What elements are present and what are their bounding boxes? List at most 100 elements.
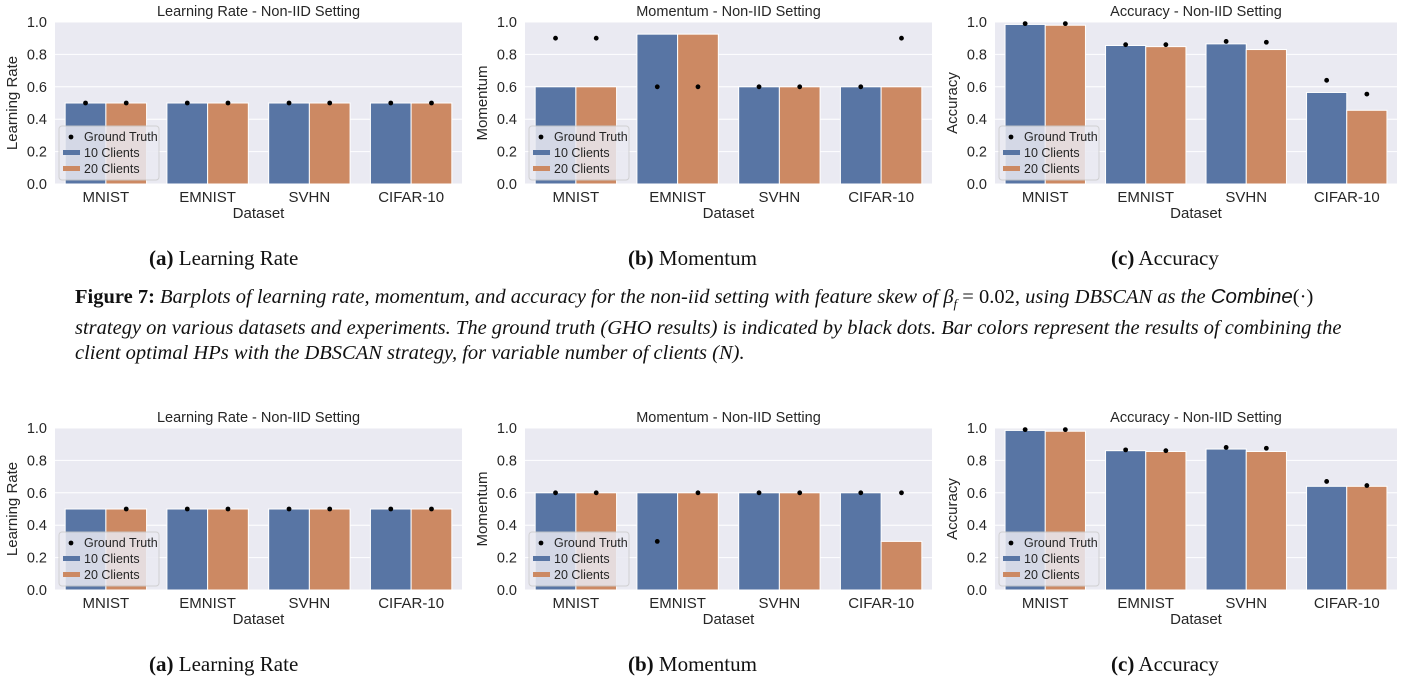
ground-truth-dot xyxy=(1163,42,1169,48)
chart-accuracy-2: 0.0 0.2 0.4 0.6 0.8 1.0 MNIST EMNIST SVHN CIFAR-1… xyxy=(944,410,1397,628)
y-tick-label: 0.4 xyxy=(27,518,47,534)
ground-truth-dot xyxy=(1324,479,1330,484)
chart-title: Learning Rate - Non-IID Setting xyxy=(157,4,360,20)
y-tick-label: 0.4 xyxy=(967,518,987,534)
ground-truth-dot xyxy=(797,490,803,496)
x-tick-label: SVHN xyxy=(1225,189,1267,206)
y-axis-label: Momentum xyxy=(474,471,491,546)
bar-20-clients xyxy=(207,508,249,591)
legend: Ground Truth 10 Clients 20 Clients xyxy=(998,125,1100,181)
bar-20-clients xyxy=(778,492,821,591)
x-tick-label: CIFAR-10 xyxy=(378,189,444,206)
subcaption-text: Learning Rate xyxy=(178,246,299,270)
figure-label: Figure 7: xyxy=(75,286,155,308)
y-tick-label: 0.0 xyxy=(967,177,987,193)
y-tick-label: 0.2 xyxy=(497,145,517,161)
x-axis-label: Dataset xyxy=(1170,205,1223,222)
legend-marker-10-clients xyxy=(533,150,550,155)
ground-truth-dot xyxy=(797,84,803,90)
x-tick-label: CIFAR-10 xyxy=(1314,189,1380,206)
legend-label: Ground Truth xyxy=(1024,130,1098,144)
legend-label: Ground Truth xyxy=(554,536,628,550)
x-tick-label: EMNIST xyxy=(649,189,706,206)
chart-title: Accuracy - Non-IID Setting xyxy=(1110,410,1282,426)
legend-marker-ground-truth xyxy=(68,134,74,140)
x-tick-label: EMNIST xyxy=(1117,189,1174,206)
chart-panel-1a: 0.0 0.2 0.4 0.6 0.8 1.0 MNIST EMNIST SVHN CIFAR-1… xyxy=(0,0,470,228)
y-tick-label: 0.4 xyxy=(497,518,517,534)
subcaption-tag: (b) xyxy=(628,246,654,270)
bar-20-clients xyxy=(677,492,719,591)
bar-20-clients xyxy=(1245,49,1287,185)
y-tick-label: 0.8 xyxy=(27,453,47,469)
x-axis-label: Dataset xyxy=(233,611,286,628)
x-tick-label: MNIST xyxy=(553,189,600,206)
bar-10-clients xyxy=(1306,485,1348,591)
legend-label: 10 Clients xyxy=(1024,146,1080,160)
bar-10-clients xyxy=(738,86,780,185)
figure-caption: Figure 7: Barplots of learning rate, mom… xyxy=(75,284,1345,366)
legend-label: 20 Clients xyxy=(1024,568,1080,582)
ground-truth-dot xyxy=(123,100,129,106)
legend-label: 10 Clients xyxy=(84,146,140,160)
chart-accuracy-fig7: 0.0 0.2 0.4 0.6 0.8 1.0 MNIST EMNIST SVHN CIFAR-1… xyxy=(944,4,1397,222)
legend-label: 20 Clients xyxy=(84,162,140,176)
bar-10-clients xyxy=(166,102,209,185)
legend-marker-ground-truth xyxy=(538,540,544,546)
legend-marker-ground-truth xyxy=(1008,540,1014,546)
ground-truth-dot xyxy=(327,506,333,512)
legend-box xyxy=(998,531,1100,587)
ground-truth-dot xyxy=(184,506,190,512)
ground-truth-dot xyxy=(1223,445,1229,450)
legend-marker-ground-truth xyxy=(1008,134,1014,140)
y-tick-label: 0.0 xyxy=(497,177,517,193)
subcaption-2a: (a) Learning Rate xyxy=(149,652,298,677)
bar-10-clients xyxy=(839,86,882,185)
ground-truth-dot xyxy=(654,539,660,544)
caption-math-beta: β xyxy=(943,286,954,308)
y-tick-label: 0.8 xyxy=(27,47,47,63)
legend-box xyxy=(528,125,630,181)
legend: Ground Truth 10 Clients 20 Clients xyxy=(58,125,160,181)
ground-truth-dot xyxy=(184,100,190,106)
legend-marker-20-clients xyxy=(1003,166,1020,171)
x-tick-label: EMNIST xyxy=(179,189,236,206)
legend: Ground Truth 10 Clients 20 Clients xyxy=(58,531,160,587)
y-tick-label: 0.6 xyxy=(497,486,517,502)
chart-momentum-2: 0.0 0.2 0.4 0.6 0.8 1.0 MNIST EMNIST SVHN CIFAR-1… xyxy=(474,410,932,628)
subcaption-1a: (a) Learning Rate xyxy=(149,246,298,271)
bar-20-clients xyxy=(1346,485,1388,591)
ground-truth-dot xyxy=(1123,42,1129,48)
chart-title: Accuracy - Non-IID Setting xyxy=(1110,4,1282,20)
chart-title: Momentum - Non-IID Setting xyxy=(636,4,821,20)
legend-box xyxy=(58,531,160,587)
bar-20-clients xyxy=(410,508,453,591)
legend-label: Ground Truth xyxy=(1024,536,1098,550)
bar-20-clients xyxy=(880,86,923,185)
legend-label: Ground Truth xyxy=(84,536,158,550)
caption-part-c: strategy on various datasets and experim… xyxy=(75,317,1342,365)
legend-label: 20 Clients xyxy=(554,568,610,582)
bar-10-clients xyxy=(1105,450,1147,591)
subcaption-text: Momentum xyxy=(658,652,757,676)
ground-truth-dot xyxy=(553,35,558,41)
y-tick-label: 0.2 xyxy=(27,145,47,161)
x-tick-label: EMNIST xyxy=(649,595,706,612)
bar-20-clients xyxy=(308,508,351,591)
ground-truth-dot xyxy=(1022,427,1028,433)
x-tick-label: SVHN xyxy=(759,189,801,206)
y-tick-label: 1.0 xyxy=(27,15,47,31)
legend-label: Ground Truth xyxy=(84,130,158,144)
y-axis-label: Momentum xyxy=(474,65,491,140)
chart-panel-2a: 0.0 0.2 0.4 0.6 0.8 1.0 MNIST EMNIST SVHN CIFAR-1… xyxy=(0,406,470,634)
chart-momentum-fig7: 0.0 0.2 0.4 0.6 0.8 1.0 MNIST EMNIST SVHN CIFAR-1… xyxy=(474,4,932,222)
ground-truth-dot xyxy=(123,506,129,512)
ground-truth-dot xyxy=(654,84,660,90)
ground-truth-dot xyxy=(1123,447,1129,453)
x-tick-label: CIFAR-10 xyxy=(1314,595,1380,612)
legend-marker-10-clients xyxy=(63,150,80,155)
y-tick-label: 1.0 xyxy=(967,421,987,437)
ground-truth-dot xyxy=(1163,448,1169,454)
legend-label: 10 Clients xyxy=(554,552,610,566)
bar-20-clients xyxy=(880,540,923,591)
